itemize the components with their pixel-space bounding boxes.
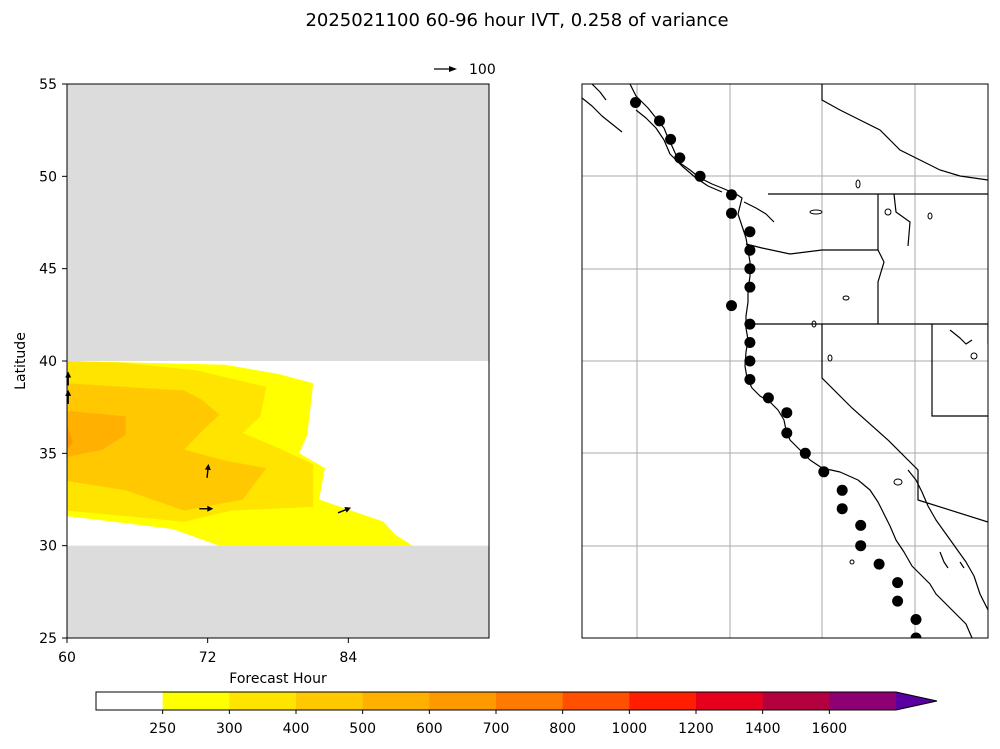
- y-tick-label: 55: [39, 77, 57, 93]
- quiver-key-label: 100: [469, 62, 496, 78]
- colorbar-segment: [229, 692, 297, 710]
- y-tick-label: 35: [39, 446, 57, 462]
- station-marker: [744, 244, 756, 256]
- contour-fills: [67, 361, 413, 546]
- colorbar-segment: [762, 692, 830, 710]
- station-marker: [744, 226, 756, 238]
- x-tick-label: 72: [199, 650, 217, 666]
- colorbar-segment: [296, 692, 364, 710]
- colorbar-segment: [629, 692, 697, 710]
- station-marker: [744, 318, 756, 330]
- station-marker: [744, 281, 756, 293]
- station-marker: [665, 133, 677, 145]
- colorbar-tick-label: 500: [349, 721, 376, 737]
- station-marker: [726, 189, 737, 201]
- station-marker: [892, 595, 904, 607]
- station-marker: [910, 614, 922, 625]
- station-marker: [855, 519, 867, 531]
- wind-vector-3: [199, 505, 214, 512]
- y-axis-label: Latitude: [13, 332, 29, 390]
- colorbar-tick-label: 1400: [745, 721, 781, 737]
- y-tick-label: 45: [39, 262, 57, 278]
- station-marker: [694, 170, 706, 182]
- station-marker: [910, 632, 922, 638]
- station-marker: [836, 503, 848, 515]
- contour-fill-500: [67, 410, 126, 457]
- station-marker: [654, 115, 665, 127]
- station-marker: [799, 447, 811, 459]
- colorbar-tick-label: 1600: [812, 721, 848, 737]
- colorbar-tick-label: 700: [483, 721, 510, 737]
- colorbar-tick-label: 300: [216, 721, 243, 737]
- colorbar-segment: [362, 692, 430, 710]
- quiver-key: 100: [434, 62, 496, 78]
- colorbar-segment: [562, 692, 630, 710]
- x-tick-label: 84: [339, 650, 357, 666]
- inland-lakes: [809, 179, 978, 565]
- borders: [745, 84, 988, 523]
- y-tick-label: 30: [39, 539, 57, 555]
- map-frame: [581, 83, 989, 639]
- figure-title: 2025021100 60-96 hour IVT, 0.258 of vari…: [305, 10, 728, 31]
- colorbar-tick-label: 600: [416, 721, 443, 737]
- station-marker: [726, 300, 737, 312]
- station-marker: [726, 207, 737, 219]
- station-marker: [892, 577, 904, 589]
- colorbar-segment: [696, 692, 764, 710]
- coastline-map: [581, 83, 989, 639]
- contour-chart: 60 72 84 25 30 35 40 45 50 55 Forecast Hour Lati…: [13, 77, 490, 687]
- colorbar-segment: [162, 692, 230, 710]
- station-marker: [781, 427, 793, 439]
- colorbar: 250 300 400 500 600 700 800 1000 1200 1400 1600: [95, 691, 938, 737]
- station-marker: [762, 392, 774, 404]
- station-marker: [630, 97, 641, 108]
- colorbar-tick-label: 1000: [612, 721, 648, 737]
- y-tick-label: 50: [39, 169, 57, 185]
- station-marker: [674, 152, 686, 164]
- contour-fill-600: [67, 425, 73, 450]
- wind-vector-2: [204, 463, 211, 478]
- colorbar-segment: [96, 692, 164, 710]
- colorbar-tick-label: 400: [283, 721, 310, 737]
- masked-region-1: [67, 545, 489, 638]
- wind-vector-4: [337, 507, 352, 514]
- station-marker: [744, 355, 756, 367]
- station-marker: [744, 337, 756, 348]
- colorbar-extend-arrow: [896, 692, 937, 710]
- colorbar-outline: [95, 691, 938, 711]
- x-axis-label: Forecast Hour: [229, 671, 327, 687]
- y-tick-label: 25: [39, 631, 57, 647]
- y-axis-ticks: 25 30 35 40 45 50 55: [39, 77, 67, 647]
- x-axis-ticks: 60 72 84: [58, 638, 357, 666]
- contour-fill-400: [67, 383, 267, 511]
- station-marker: [818, 466, 830, 478]
- station-marker: [781, 407, 793, 419]
- x-tick-label: 60: [58, 650, 76, 666]
- station-marker: [855, 540, 867, 552]
- station-marker: [836, 484, 848, 496]
- masked-region-0: [67, 84, 489, 361]
- station-marker: [873, 558, 885, 570]
- station-marker: [744, 374, 756, 385]
- y-tick-label: 40: [39, 354, 57, 370]
- colorbar-tick-label: 250: [149, 721, 176, 737]
- colorbar-segment: [829, 692, 897, 710]
- map-gridlines: [582, 84, 988, 638]
- colorbar-segment: [496, 692, 564, 710]
- station-marker: [744, 263, 756, 275]
- station-markers: [630, 97, 922, 638]
- colorbar-tick-label: 1200: [678, 721, 714, 737]
- colorbar-segment: [429, 692, 497, 710]
- colorbar-tick-label: 800: [549, 721, 576, 737]
- quiver-key-arrowhead: [449, 66, 457, 72]
- masked-regions: [67, 84, 489, 638]
